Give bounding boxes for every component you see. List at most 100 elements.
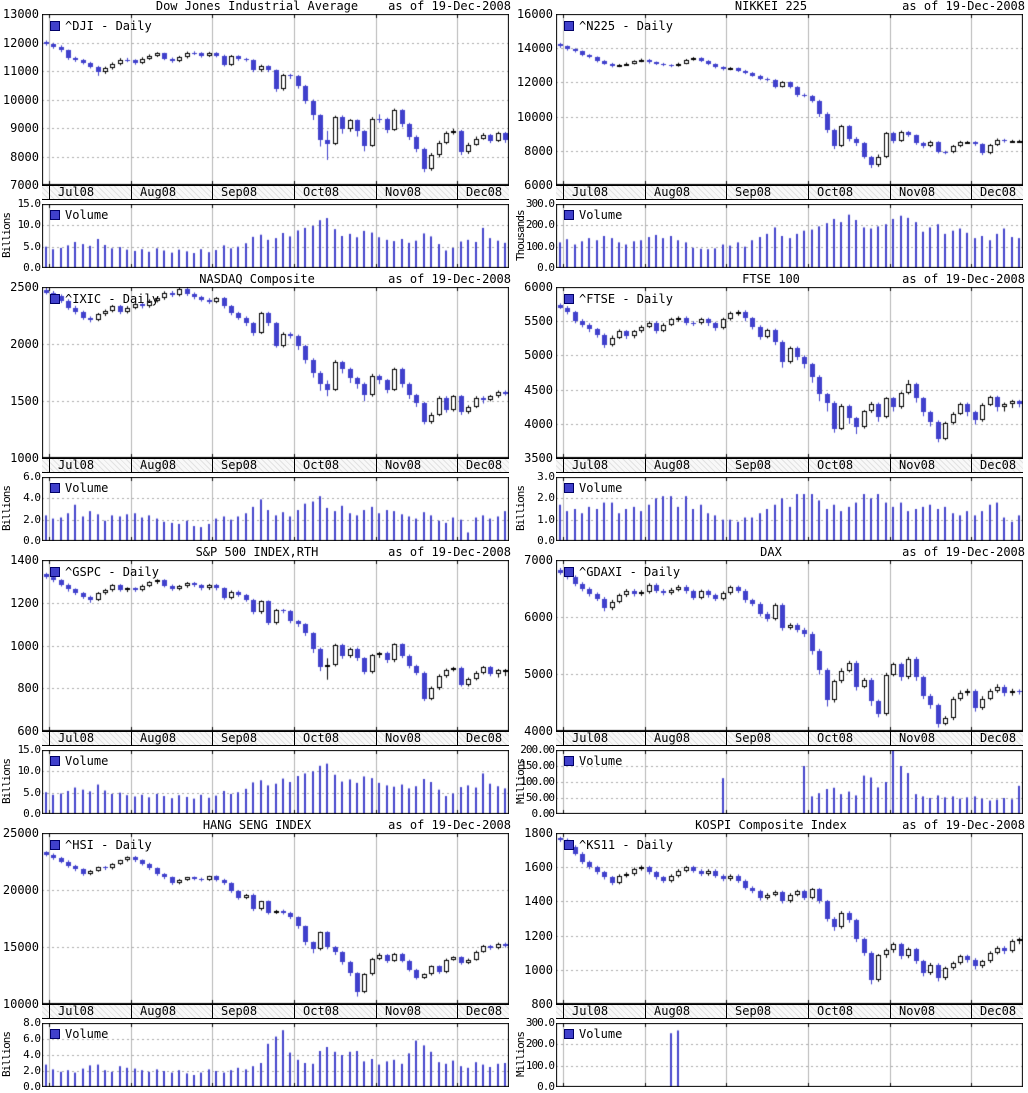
title-row: NASDAQ Composite as of 19-Dec-2008 [0,273,514,286]
price-axis-tick: 800 [17,681,39,696]
series-label: ^IXIC - Daily [65,292,159,306]
month-label: Dec08 [466,458,503,472]
price-axis-tick: 5000 [524,667,553,681]
price-axis-tick: 1200 [524,928,553,943]
price-plot-canvas [556,287,1023,458]
volume-label: Volume [579,481,623,495]
month-tick-mark [645,1004,646,1019]
month-label: Jul08 [572,731,609,745]
series-legend: ^DJI - Daily [50,20,152,32]
price-axis-tick: 4000 [524,416,553,431]
volume-label: Volume [579,754,623,768]
price-plot-canvas [556,14,1023,185]
series-marker-icon [50,294,60,304]
price-axis-tick: 4000 [524,724,553,738]
month-tick-mark [890,458,891,473]
month-tick-mark [457,731,458,746]
month-axis-band [556,458,1023,473]
as-of-label: as of 19-Dec-2008 [902,819,1025,832]
title-row: S&P 500 INDEX,RTH as of 19-Dec-2008 [0,546,514,559]
month-tick-mark [726,1004,727,1019]
title-row: FTSE 100 as of 19-Dec-2008 [514,273,1028,286]
month-axis-band [556,731,1023,746]
month-tick-mark [457,458,458,473]
series-legend: ^GSPC - Daily [50,566,159,578]
volume-legend: Volume [564,1028,622,1040]
series-label: ^FTSE - Daily [579,292,673,306]
price-axis-tick: 2000 [10,337,39,351]
volume-label: Volume [65,208,109,222]
series-label: ^KS11 - Daily [579,838,673,852]
price-axis-tick: 10000 [516,109,553,124]
volume-axis-tick: 1.0 [537,512,555,526]
month-label: Nov08 [385,731,422,745]
month-label: Jul08 [572,1004,609,1018]
price-axis-tick: 6000 [524,178,553,192]
volume-axis-tick: 0.0 [23,1080,41,1093]
month-tick-mark [563,731,564,746]
volume-axis-tick: 0.0 [23,534,41,547]
month-label: Dec08 [466,185,503,199]
series-label: ^GSPC - Daily [65,565,159,579]
chart-title: HANG SENG INDEX [202,819,312,832]
volume-plot-canvas [556,204,1023,268]
price-axis-tick: 1000 [10,451,39,465]
month-label: Sep08 [735,731,772,745]
price-plot-canvas [556,833,1023,1004]
month-label: Nov08 [385,185,422,199]
volume-marker-icon [564,1029,574,1039]
volume-plot-canvas [42,1023,509,1087]
month-label: Aug08 [654,458,691,472]
series-marker-icon [564,567,574,577]
volume-marker-icon [564,483,574,493]
month-tick-mark [376,731,377,746]
series-label: ^GDAXI - Daily [579,565,681,579]
month-label: Jul08 [58,731,95,745]
volume-label: Volume [65,481,109,495]
volume-axis-tick: 0.0 [537,1080,555,1093]
month-tick-mark [131,458,132,473]
month-tick-mark [890,1004,891,1019]
month-tick-mark [294,458,295,473]
month-tick-mark [457,185,458,200]
month-tick-mark [971,1004,972,1019]
month-tick-mark [457,1004,458,1019]
month-axis-band [556,185,1023,200]
volume-axis-tick: 100.00 [520,775,555,788]
price-axis-tick: 11000 [2,64,39,78]
month-tick-mark [212,1004,213,1019]
month-tick-mark [49,1004,50,1019]
price-plot-canvas [42,833,509,1004]
volume-marker-icon [50,483,60,493]
price-axis-tick: 9000 [10,121,39,135]
volume-unit-label: Billions [0,759,13,805]
price-axis-tick: 1800 [524,826,553,840]
month-tick-mark [49,185,50,200]
month-tick-mark [890,731,891,746]
chart-panel-ixic: NASDAQ Composite as of 19-Dec-2008 ^IXIC… [0,273,514,546]
volume-axis-tick: 5.0 [23,239,41,253]
price-axis-tick: 1000 [10,638,39,653]
volume-plot-canvas [42,750,509,814]
month-tick-mark [645,731,646,746]
price-axis-tick: 1000 [524,962,553,977]
month-label: Jul08 [58,1004,95,1018]
volume-axis-tick: 300.0 [525,1016,555,1029]
volume-axis-tick: 3.0 [537,470,555,483]
month-axis-band [42,1004,509,1019]
volume-label: Volume [579,1027,623,1041]
price-axis-tick: 10000 [2,92,39,107]
as-of-label: as of 19-Dec-2008 [388,273,511,286]
volume-axis-tick: 0.0 [537,261,555,274]
month-label: Sep08 [735,458,772,472]
volume-axis-tick: 6.0 [23,470,41,483]
price-axis-tick: 800 [531,997,553,1011]
volume-axis-tick: 10.0 [17,764,42,778]
month-label: Nov08 [899,458,936,472]
month-label: Jul08 [572,185,609,199]
volume-axis-tick: 150.00 [520,759,555,772]
volume-marker-icon [50,756,60,766]
as-of-label: as of 19-Dec-2008 [902,273,1025,286]
month-tick-mark [376,1004,377,1019]
